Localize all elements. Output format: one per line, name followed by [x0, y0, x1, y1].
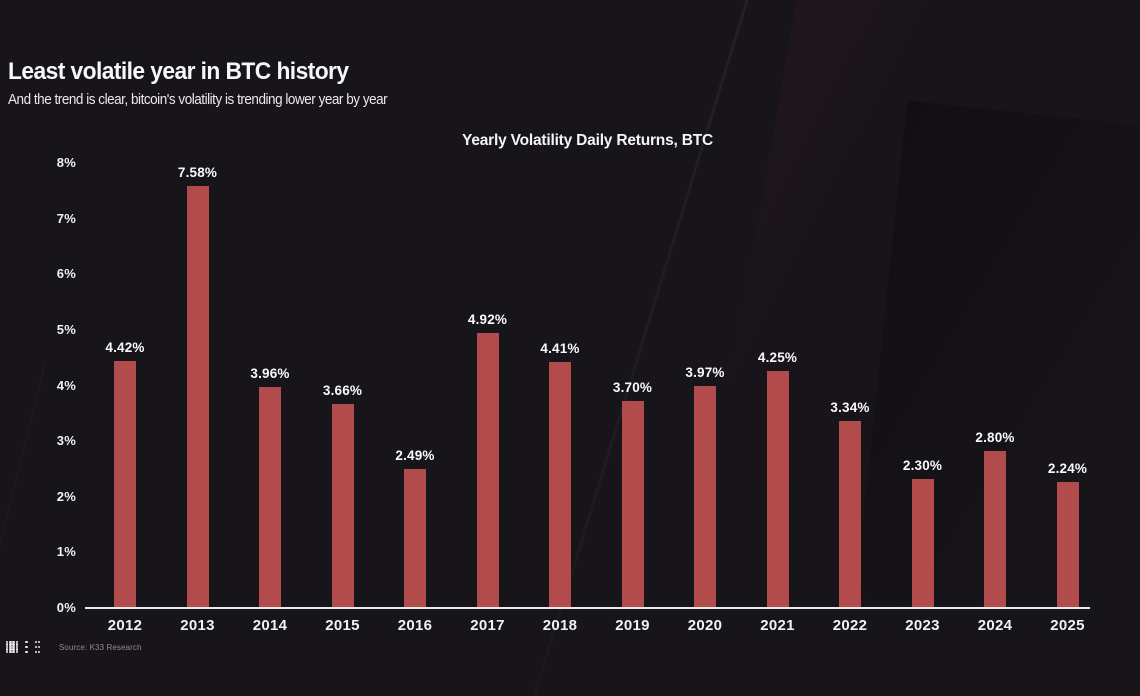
chart-title: Yearly Volatility Daily Returns, BTC [462, 132, 713, 149]
bar-value-label: 4.41% [540, 340, 580, 356]
k33-logo-row [6, 641, 41, 644]
bar [331, 403, 354, 607]
bar [186, 185, 209, 607]
x-axis-year-label: 2019 [615, 617, 650, 634]
bar-value-label: 3.96% [250, 365, 290, 381]
x-axis-year-label: 2022 [832, 617, 868, 634]
bar [984, 451, 1006, 607]
bar-value-label: 3.34% [830, 400, 870, 416]
x-axis-year-label: 2021 [760, 617, 795, 634]
y-axis-tick-label: 8% [56, 155, 76, 171]
k33-logo-row [6, 645, 41, 649]
x-axis-year-label: 2025 [1050, 617, 1085, 634]
bar-value-label: 2.80% [975, 430, 1015, 446]
bar [114, 361, 136, 607]
x-axis-year-label: 2017 [470, 617, 505, 634]
bar-value-label: 3.70% [612, 380, 653, 396]
y-axis-tick-label: 5% [56, 322, 76, 337]
k33-logo-row [6, 648, 41, 651]
bar-value-label: 4.42% [105, 340, 145, 356]
bar-value-label: 2.24% [1047, 461, 1088, 477]
bar [476, 333, 499, 607]
bar-value-label: 4.25% [757, 349, 798, 365]
bar-value-label: 2.49% [395, 447, 435, 463]
y-axis-tick-label: 0% [56, 600, 76, 615]
k33-logo [6, 641, 41, 653]
bar [766, 370, 789, 607]
page-title: Least volatile year in BTC history [8, 58, 349, 85]
k33-logo-row [6, 643, 41, 646]
bar [259, 386, 281, 607]
x-axis-baseline [85, 607, 1090, 609]
bar-value-label: 3.97% [685, 365, 725, 381]
x-axis-year-label: 2012 [107, 617, 143, 634]
k33-logo-row [6, 650, 41, 653]
y-axis-tick-label: 3% [56, 433, 76, 449]
bar [404, 468, 426, 607]
y-axis-tick-label: 1% [56, 544, 76, 560]
x-axis-year-label: 2020 [687, 617, 723, 634]
bar-value-label: 4.92% [467, 312, 508, 328]
bar [549, 361, 571, 607]
y-axis-tick-label: 4% [56, 377, 76, 393]
bar [911, 479, 934, 607]
x-axis-year-label: 2016 [397, 617, 433, 634]
x-axis-year-label: 2023 [905, 617, 940, 634]
bar [694, 386, 716, 607]
source-text: Source: K33 Research [59, 643, 142, 652]
bar [621, 401, 644, 607]
x-axis-year-label: 2018 [542, 617, 578, 634]
x-axis-year-label: 2014 [252, 617, 288, 634]
y-axis-tick-label: 2% [56, 488, 76, 504]
page-subtitle: And the trend is clear, bitcoin's volati… [8, 92, 388, 108]
y-axis-tick-label: 6% [56, 266, 76, 282]
bar [1056, 482, 1079, 607]
x-axis-year-label: 2015 [325, 617, 360, 634]
bar-value-label: 3.66% [322, 382, 363, 398]
x-axis-year-label: 2024 [977, 617, 1013, 634]
bar-value-label: 2.30% [902, 458, 943, 474]
y-axis-tick-label: 7% [56, 210, 76, 226]
bar-value-label: 7.58% [177, 164, 218, 180]
x-axis-year-label: 2013 [180, 617, 215, 634]
bar [839, 421, 861, 607]
